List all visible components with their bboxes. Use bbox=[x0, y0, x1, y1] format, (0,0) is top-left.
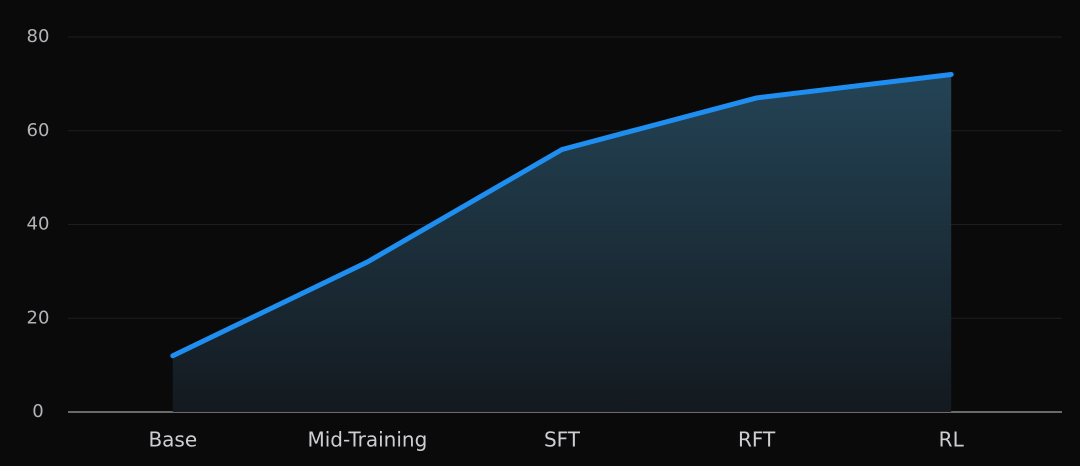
x-tick-label: SFT bbox=[544, 428, 581, 452]
line bbox=[170, 72, 954, 359]
x-tick-label: Mid-Training bbox=[307, 428, 427, 452]
y-tick-label: 60 bbox=[27, 120, 50, 141]
x-tick-label: RFT bbox=[738, 428, 776, 452]
y-tick-label: 80 bbox=[27, 26, 50, 47]
y-tick-label: 0 bbox=[32, 401, 43, 422]
area bbox=[172, 74, 952, 412]
x-tick-label: RL bbox=[939, 428, 965, 452]
y-tick-label: 20 bbox=[27, 307, 50, 328]
x-tick-label: Base bbox=[148, 428, 197, 452]
y-tick-label: 40 bbox=[27, 214, 50, 235]
